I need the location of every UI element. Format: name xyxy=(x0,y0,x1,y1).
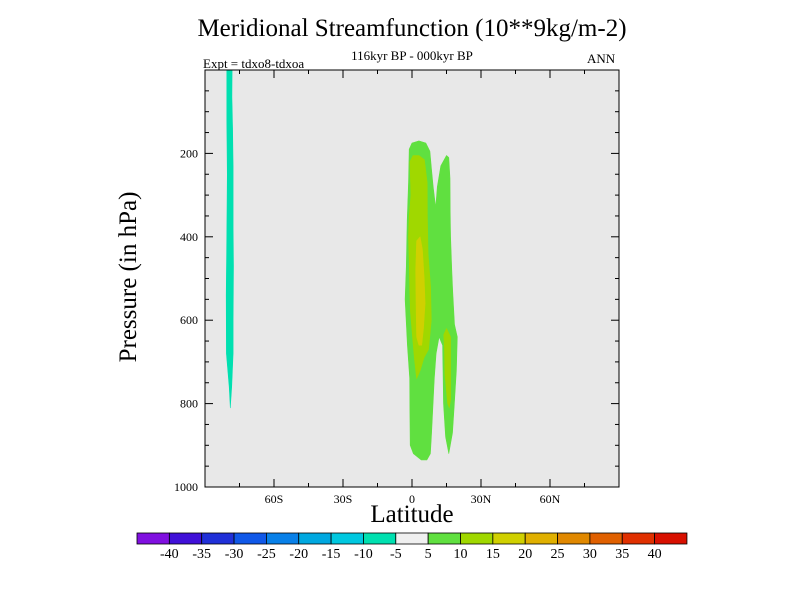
colorbar-swatch xyxy=(233,532,267,545)
colorbar-label: -20 xyxy=(289,547,308,562)
colorbar-swatch xyxy=(460,532,494,545)
colorbar-swatch xyxy=(298,532,332,545)
season-label: ANN xyxy=(587,51,616,66)
colorbar-swatch xyxy=(621,532,655,545)
colorbar-swatch xyxy=(363,532,397,545)
colorbar-label: 30 xyxy=(583,547,597,562)
colorbar-swatch xyxy=(427,532,461,545)
x-tick-label: 0 xyxy=(409,492,415,506)
chart-title: Meridional Streamfunction (10**9kg/m-2) xyxy=(197,15,627,42)
colorbar-label: 25 xyxy=(551,547,565,562)
colorbar-swatch xyxy=(589,532,623,545)
colorbar-swatch xyxy=(654,532,688,545)
colorbar-label: -30 xyxy=(225,547,244,562)
colorbar-label: 20 xyxy=(518,547,532,562)
colorbar-label: -10 xyxy=(354,547,373,562)
x-axis-label: Latitude xyxy=(370,501,454,528)
y-tick-label: 200 xyxy=(180,146,198,160)
colorbar-label: 10 xyxy=(454,547,468,562)
experiment-label: Expt = tdxo8-tdxoa xyxy=(203,56,305,71)
colorbar-swatch xyxy=(201,532,235,545)
colorbar-swatch xyxy=(168,532,203,545)
contour-region-1 xyxy=(225,69,234,409)
colorbar-label: 35 xyxy=(615,547,629,562)
colorbar-label: -40 xyxy=(160,547,179,562)
colorbar-label: -5 xyxy=(390,547,402,562)
x-tick-label: 30N xyxy=(471,492,492,506)
y-tick-label: 600 xyxy=(180,313,198,327)
chart-subtitle: 116kyr BP - 000kyr BP xyxy=(351,48,473,63)
x-tick-label: 60N xyxy=(540,492,561,506)
colorbar-label: 40 xyxy=(648,547,662,562)
contour-region-5 xyxy=(415,236,426,346)
colorbar-swatch xyxy=(330,532,364,545)
y-tick-label: 800 xyxy=(180,397,198,411)
colorbar-label: -25 xyxy=(257,547,276,562)
x-tick-label: 30S xyxy=(334,492,353,506)
colorbar-swatch xyxy=(395,532,429,545)
colorbar-swatch xyxy=(265,532,300,545)
colorbar-label: 5 xyxy=(425,547,432,562)
colorbar-label: -15 xyxy=(322,547,341,562)
x-tick-label: 60S xyxy=(265,492,284,506)
colorbar-label: -35 xyxy=(192,547,211,562)
colorbar-swatch xyxy=(557,532,591,545)
colorbar-swatch xyxy=(524,532,558,545)
colorbar-swatch xyxy=(136,532,170,545)
y-tick-label: 1000 xyxy=(174,480,198,494)
colorbar-label: 15 xyxy=(486,547,500,562)
contour-region-4 xyxy=(443,328,451,409)
colorbar-swatch xyxy=(492,532,526,545)
y-tick-label: 400 xyxy=(180,230,198,244)
